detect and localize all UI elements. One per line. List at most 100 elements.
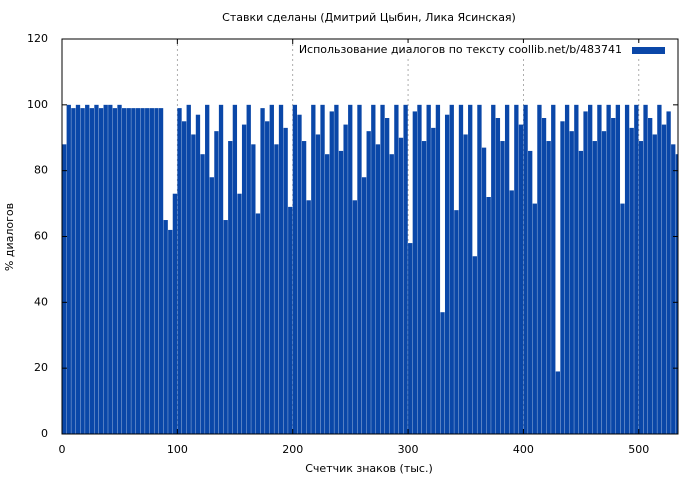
bar [444, 114, 450, 434]
bar [514, 104, 519, 434]
bar [666, 111, 671, 435]
bar [657, 104, 662, 434]
bar [108, 104, 113, 434]
bar [334, 104, 339, 434]
bar [477, 104, 482, 434]
bar [71, 108, 76, 434]
bar [274, 144, 279, 435]
bar [472, 256, 477, 434]
bar [403, 104, 408, 434]
bar [408, 243, 413, 434]
bar [555, 371, 561, 434]
bar [504, 104, 510, 434]
bar [205, 104, 210, 434]
bar [412, 111, 417, 435]
bar [574, 104, 579, 434]
bar [85, 104, 90, 434]
bar [269, 104, 274, 434]
bar [435, 104, 441, 434]
bar [629, 127, 634, 434]
bar [620, 203, 625, 434]
bar [306, 200, 311, 434]
bar [592, 141, 597, 434]
bar [228, 141, 233, 434]
y-axis-label: % диалогов [3, 203, 16, 271]
legend-background [308, 43, 670, 57]
bar [80, 108, 85, 434]
bar [648, 118, 653, 434]
bar [297, 114, 302, 434]
bar [75, 104, 81, 434]
bar [121, 108, 127, 434]
bar [325, 154, 330, 435]
bar [232, 104, 238, 434]
y-tick-label: 80 [34, 164, 48, 177]
y-tick-label: 0 [41, 427, 48, 440]
bar [135, 108, 141, 434]
bar [158, 108, 164, 434]
bar [551, 104, 556, 434]
y-tick-label: 40 [34, 295, 48, 308]
x-tick-label: 200 [282, 443, 303, 456]
bar [89, 108, 94, 434]
bar [241, 124, 247, 434]
bar [251, 144, 256, 435]
bar [421, 141, 427, 434]
y-tick-label: 20 [34, 361, 48, 374]
bar [117, 104, 122, 434]
x-axis-label: Счетчик знаков (тыс.) [305, 462, 433, 475]
bar [172, 193, 178, 434]
bar [361, 177, 367, 434]
bar [195, 114, 201, 434]
bar [191, 134, 196, 435]
x-tick-label: 300 [398, 443, 419, 456]
bar [329, 111, 334, 435]
bar [237, 193, 242, 434]
bar [624, 104, 630, 434]
bar [615, 104, 621, 434]
bar [509, 190, 514, 434]
bar [541, 118, 547, 434]
bar [283, 127, 288, 434]
bar [311, 104, 316, 434]
legend-label: Использование диалогов по тексту coollib… [299, 43, 622, 56]
bar [481, 147, 487, 434]
bar [352, 200, 358, 434]
bar [62, 144, 67, 435]
bar [145, 108, 150, 434]
chart-title: Ставки сделаны (Дмитрий Цыбин, Лика Ясин… [222, 11, 516, 24]
bar [320, 104, 325, 434]
bar [597, 104, 602, 434]
bar [186, 104, 191, 434]
bar [112, 108, 118, 434]
bar [140, 108, 145, 434]
bar [154, 108, 159, 434]
bar [569, 131, 574, 434]
bar [375, 144, 381, 435]
bar [634, 104, 639, 434]
bar [292, 104, 298, 434]
bar [389, 154, 394, 435]
bar [66, 104, 71, 434]
bar [371, 104, 376, 434]
bar [278, 104, 284, 434]
bar [486, 197, 491, 434]
legend-swatch [632, 47, 665, 54]
bar [454, 210, 459, 434]
bar [366, 131, 371, 434]
bar [468, 104, 473, 434]
bar [103, 104, 108, 434]
bar [94, 104, 99, 434]
bar [661, 124, 667, 434]
bar [357, 104, 362, 434]
bar [440, 312, 445, 434]
bar [463, 134, 468, 435]
bar [348, 104, 353, 434]
bar [343, 124, 348, 434]
bar [546, 141, 551, 434]
bar [426, 104, 431, 434]
bar [583, 111, 588, 435]
y-tick-label: 60 [34, 230, 48, 243]
bar [671, 144, 676, 435]
